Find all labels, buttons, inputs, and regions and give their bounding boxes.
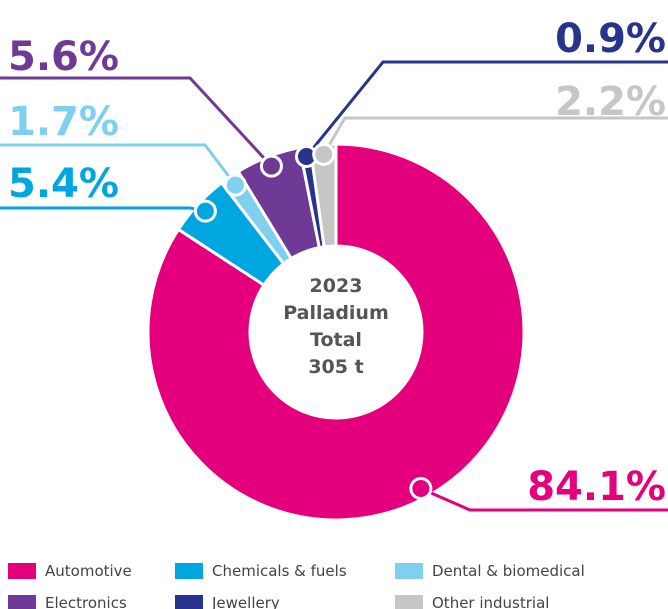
- legend-label: Automotive: [45, 562, 132, 580]
- leader-line: [420, 487, 668, 512]
- leader-line: [0, 76, 273, 168]
- slice: [146, 142, 526, 522]
- center-text: 305 t: [308, 356, 363, 378]
- legend-label: Dental & biomedical: [432, 562, 585, 580]
- legend-label: Other industrial: [432, 594, 549, 609]
- value-label: 2.2%: [555, 79, 666, 125]
- leader-line: [0, 206, 206, 213]
- leader-dot: [409, 476, 433, 500]
- leader-line: [305, 60, 668, 158]
- value-label: 5.6%: [8, 34, 119, 80]
- leader-line: [0, 143, 237, 187]
- value-label: 5.4%: [8, 161, 119, 207]
- legend-label: Chemicals & fuels: [212, 562, 347, 580]
- value-label: 1.7%: [8, 99, 119, 145]
- legend-swatch: [395, 563, 423, 579]
- center-text: Palladium: [283, 302, 389, 324]
- legend-swatch: [395, 595, 423, 609]
- leader-dot: [223, 173, 247, 197]
- leader-dot: [259, 154, 283, 178]
- leader-dot: [193, 199, 217, 223]
- legend-swatch: [8, 563, 36, 579]
- legend-swatch: [8, 595, 36, 609]
- leader-line: [322, 116, 668, 156]
- legend-label: Electronics: [45, 594, 127, 609]
- legend-swatch: [175, 563, 203, 579]
- value-label: 0.9%: [555, 16, 666, 62]
- value-label: 84.1%: [527, 464, 666, 510]
- center-text: Total: [310, 329, 362, 351]
- legend-label: Jewellery: [211, 594, 280, 609]
- legend-swatch: [175, 595, 203, 609]
- leader-dot: [312, 142, 336, 166]
- center-text: 2023: [310, 275, 363, 297]
